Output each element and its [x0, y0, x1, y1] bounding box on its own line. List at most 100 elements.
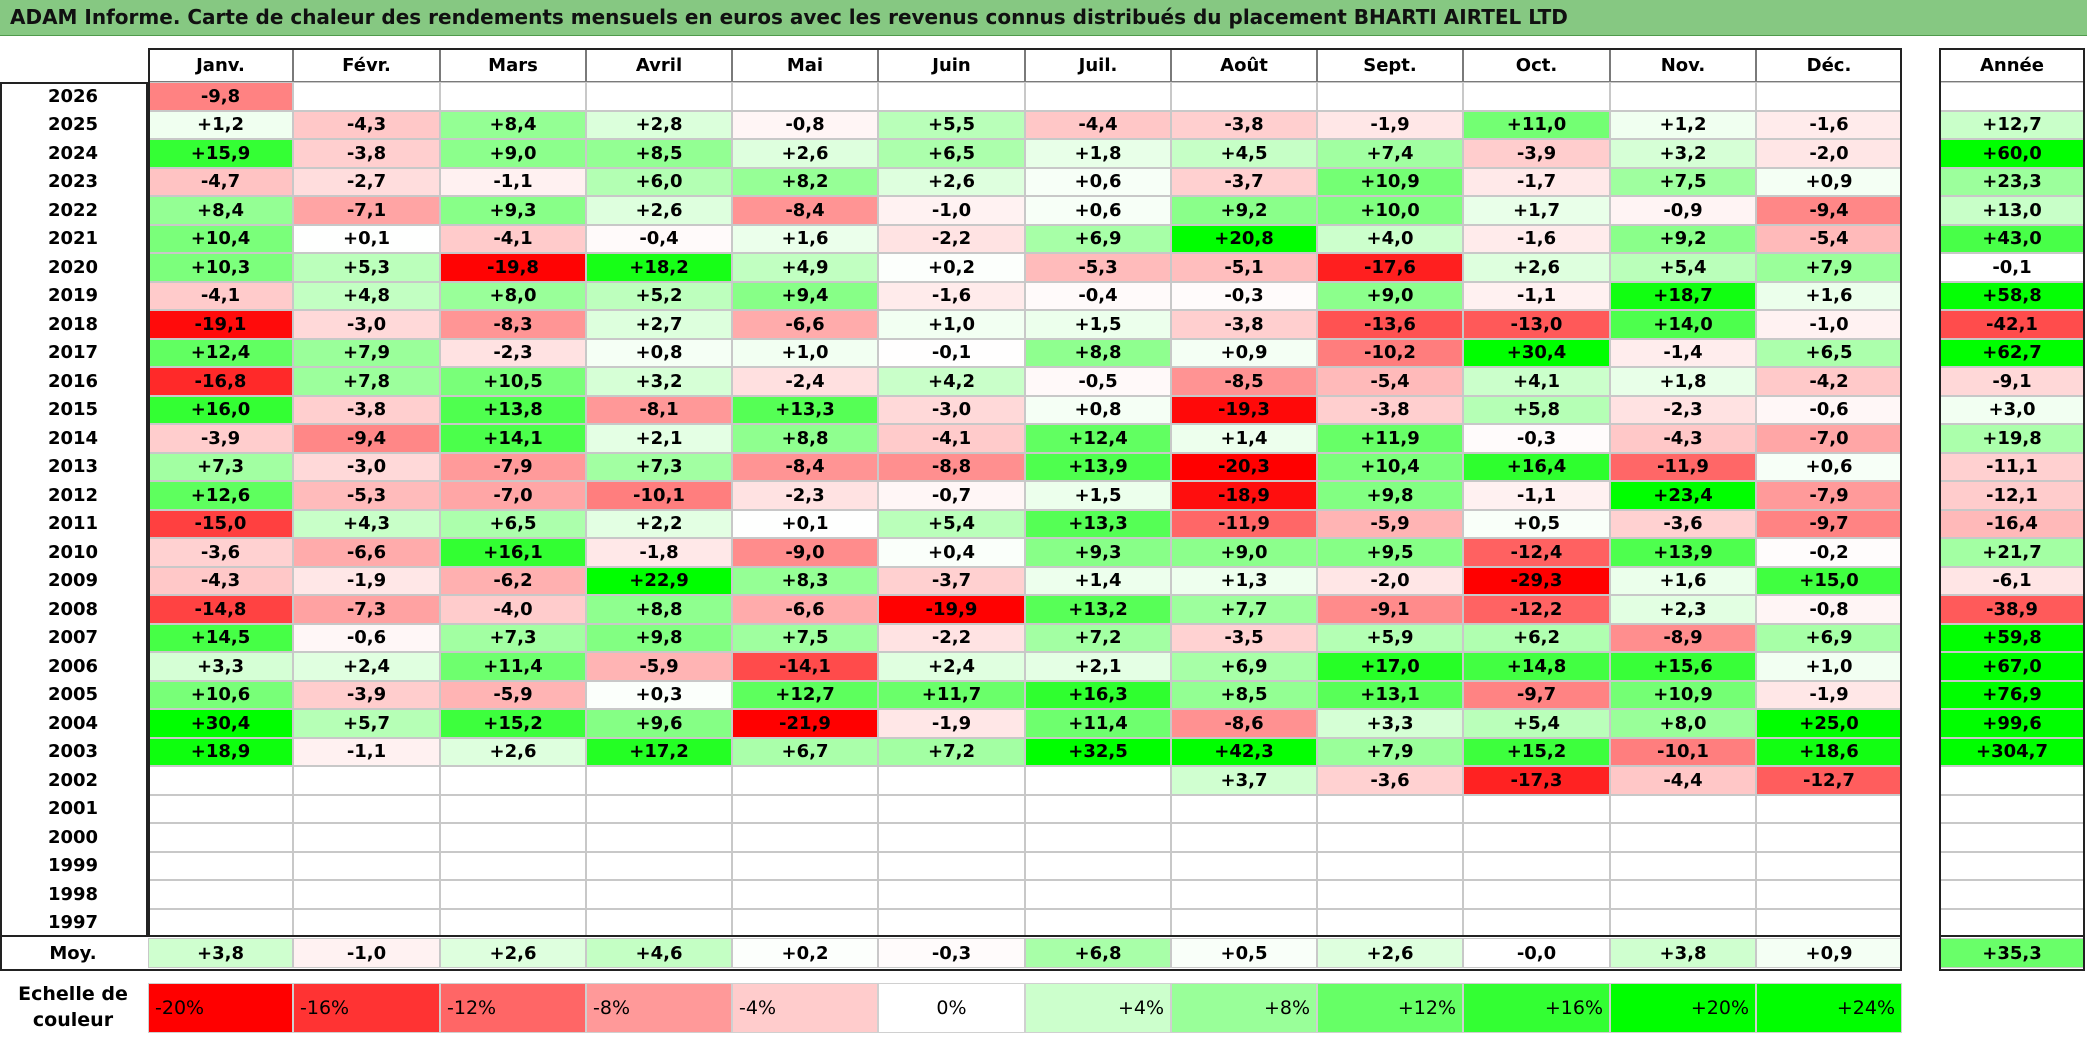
- heatmap-cell: +1,8: [1610, 367, 1756, 396]
- heatmap-cell: [878, 823, 1025, 852]
- average-cell: -0,0: [1463, 938, 1610, 968]
- heatmap-cell: +6,5: [1756, 338, 1902, 367]
- color-scale-label-line1: Echelle de: [18, 983, 128, 1005]
- heatmap-cell: -3,8: [1171, 110, 1317, 139]
- heatmap-cell: +13,9: [1025, 452, 1171, 481]
- year-label: 2020: [0, 253, 146, 282]
- heatmap-cell: +14,5: [148, 623, 293, 652]
- year-label: 2004: [0, 709, 146, 738]
- heatmap-cell: -6,6: [732, 310, 878, 339]
- heatmap-cell: +1,2: [1610, 110, 1756, 139]
- heatmap-cell: -3,0: [293, 310, 440, 339]
- heatmap-cell: -2,0: [1756, 139, 1902, 168]
- heatmap-cell: +9,2: [1610, 224, 1756, 253]
- heatmap-cell: +6,7: [732, 737, 878, 766]
- heatmap-cell: +2,7: [586, 310, 732, 339]
- heatmap-cell: +6,5: [440, 509, 586, 538]
- heatmap-cell: +6,5: [878, 139, 1025, 168]
- heatmap-cell: [1171, 823, 1317, 852]
- month-header: Juin: [878, 48, 1025, 82]
- month-header: Juil.: [1025, 48, 1171, 82]
- annual-cell: -12,1: [1939, 481, 2085, 510]
- heatmap-cell: +7,5: [1610, 167, 1756, 196]
- annual-cell: +43,0: [1939, 224, 2085, 253]
- heatmap-cell: +0,6: [1025, 167, 1171, 196]
- heatmap-cell: [1463, 880, 1610, 909]
- heatmap-cell: +16,3: [1025, 680, 1171, 709]
- year-label: 2018: [0, 310, 146, 339]
- heatmap-cell: -0,4: [586, 224, 732, 253]
- heatmap-cell: +1,0: [1756, 652, 1902, 681]
- heatmap-cell: -2,2: [878, 623, 1025, 652]
- heatmap-cell: +15,0: [1756, 566, 1902, 595]
- heatmap-cell: +9,8: [586, 623, 732, 652]
- heatmap-cell: -3,8: [293, 139, 440, 168]
- heatmap-cell: +6,9: [1171, 652, 1317, 681]
- heatmap-cell: +0,5: [1463, 509, 1610, 538]
- heatmap-cell: [878, 851, 1025, 880]
- heatmap-cell: +7,2: [878, 737, 1025, 766]
- heatmap-cell: +0,6: [1025, 196, 1171, 225]
- month-header: Janv.: [148, 48, 293, 82]
- heatmap-cell: +11,0: [1463, 110, 1610, 139]
- month-header: Févr.: [293, 48, 440, 82]
- heatmap-cell: -4,7: [148, 167, 293, 196]
- heatmap-cell: -5,9: [440, 680, 586, 709]
- heatmap-cell: [293, 880, 440, 909]
- heatmap-cell: [440, 851, 586, 880]
- heatmap-cell: +10,4: [148, 224, 293, 253]
- heatmap-cell: [148, 908, 293, 937]
- heatmap-cell: +9,4: [732, 281, 878, 310]
- heatmap-cell: -9,4: [1756, 196, 1902, 225]
- color-scale-label-line2: couleur: [32, 1009, 114, 1031]
- heatmap-cell: [1756, 851, 1902, 880]
- heatmap-cell: +20,8: [1171, 224, 1317, 253]
- heatmap-cell: -4,3: [1610, 424, 1756, 453]
- annual-cell: -6,1: [1939, 566, 2085, 595]
- heatmap-cell: +10,5: [440, 367, 586, 396]
- year-label: 1998: [0, 880, 146, 909]
- heatmap-cell: -5,3: [293, 481, 440, 510]
- heatmap-cell: -7,9: [1756, 481, 1902, 510]
- heatmap-cell: -9,0: [732, 538, 878, 567]
- heatmap-cell: [293, 766, 440, 795]
- annual-cell: +62,7: [1939, 338, 2085, 367]
- year-label: 2013: [0, 452, 146, 481]
- heatmap-cell: +2,3: [1610, 595, 1756, 624]
- heatmap-cell: -9,4: [293, 424, 440, 453]
- heatmap-cell: +17,0: [1317, 652, 1463, 681]
- heatmap-cell: +18,7: [1610, 281, 1756, 310]
- heatmap-cell: -5,3: [1025, 253, 1171, 282]
- heatmap-cell: -0,4: [1025, 281, 1171, 310]
- heatmap-cell: -20,3: [1171, 452, 1317, 481]
- heatmap-cell: -9,7: [1463, 680, 1610, 709]
- heatmap-cell: +2,2: [586, 509, 732, 538]
- heatmap-cell: -0,6: [1756, 395, 1902, 424]
- year-label: 2022: [0, 196, 146, 225]
- color-scale-stop: 0%: [878, 983, 1025, 1033]
- heatmap-cell: +4,3: [293, 509, 440, 538]
- heatmap-cell: +1,6: [1610, 566, 1756, 595]
- color-scale-stop: -20%: [148, 983, 293, 1033]
- heatmap-cell: [148, 851, 293, 880]
- heatmap-cell: +18,6: [1756, 737, 1902, 766]
- heatmap-cell: -3,6: [148, 538, 293, 567]
- heatmap-cell: +0,8: [586, 338, 732, 367]
- heatmap-cell: -3,5: [1171, 623, 1317, 652]
- heatmap-cell: [440, 880, 586, 909]
- heatmap-cell: -4,3: [148, 566, 293, 595]
- heatmap-cell: +6,0: [586, 167, 732, 196]
- heatmap-cell: +7,3: [148, 452, 293, 481]
- heatmap-cell: +7,9: [293, 338, 440, 367]
- heatmap-cell: +13,8: [440, 395, 586, 424]
- heatmap-cell: [1756, 794, 1902, 823]
- heatmap-cell: [586, 851, 732, 880]
- heatmap-cell: +8,5: [586, 139, 732, 168]
- heatmap-cell: +5,4: [878, 509, 1025, 538]
- heatmap-cell: -3,9: [148, 424, 293, 453]
- heatmap-cell: +0,4: [878, 538, 1025, 567]
- heatmap-cell: +9,3: [440, 196, 586, 225]
- heatmap-cell: -1,9: [1756, 680, 1902, 709]
- color-scale-stop: -4%: [732, 983, 878, 1033]
- annual-cell: [1939, 908, 2085, 937]
